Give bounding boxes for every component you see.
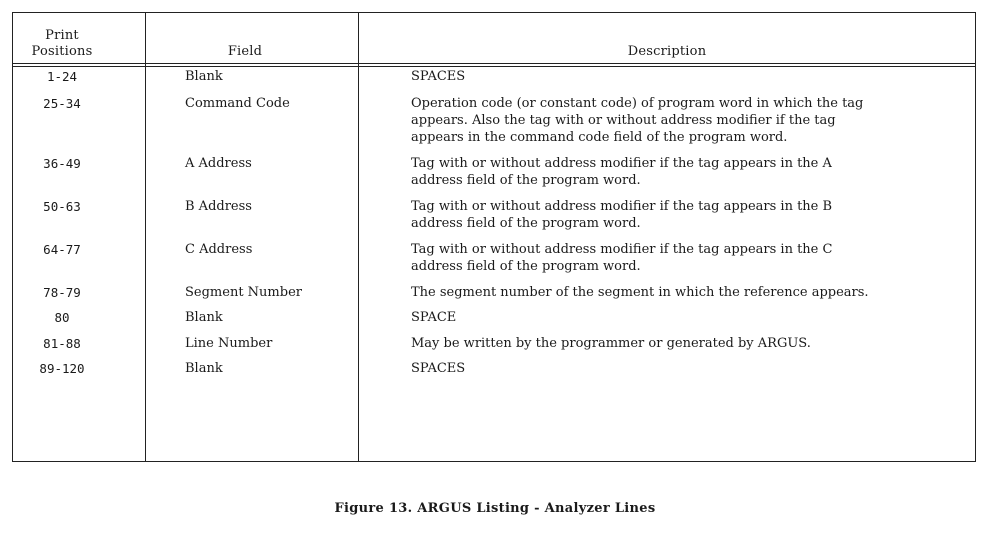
description-cell: Tag with or without address modifier if … xyxy=(411,242,833,274)
print-positions-cell: 50-63 xyxy=(43,199,81,214)
description-cell: The segment number of the segment in whi… xyxy=(411,285,869,300)
field-cell: Line Number xyxy=(185,336,273,351)
header-rule xyxy=(12,63,976,64)
figure-caption: Figure 13. ARGUS Listing - Analyzer Line… xyxy=(334,501,656,516)
column-divider-2 xyxy=(358,12,359,462)
print-positions-cell: 36-49 xyxy=(43,156,81,171)
header-rule-double xyxy=(12,66,976,67)
header-print-positions: Print Positions xyxy=(31,28,93,59)
description-cell: Tag with or without address modifier if … xyxy=(411,199,833,231)
field-cell: Command Code xyxy=(185,96,290,111)
header-description: Description xyxy=(627,44,707,59)
header-field: Field xyxy=(227,44,263,59)
field-cell: A Address xyxy=(185,156,252,171)
field-cell: Blank xyxy=(185,69,223,84)
field-cell: C Address xyxy=(185,242,253,257)
description-cell: Operation code (or constant code) of pro… xyxy=(411,96,864,145)
print-positions-cell: 1-24 xyxy=(46,69,78,84)
print-positions-cell: 64-77 xyxy=(43,242,81,257)
field-cell: Blank xyxy=(185,310,223,325)
print-positions-cell: 78-79 xyxy=(43,285,81,300)
description-cell: SPACE xyxy=(411,310,457,325)
print-positions-cell: 89-120 xyxy=(39,361,85,376)
description-cell: May be written by the programmer or gene… xyxy=(411,336,811,351)
print-positions-cell: 25-34 xyxy=(43,96,81,111)
description-cell: SPACES xyxy=(411,361,466,376)
print-positions-cell: 81-88 xyxy=(43,336,81,351)
print-positions-cell: 80 xyxy=(54,310,70,325)
field-cell: B Address xyxy=(185,199,252,214)
table-frame xyxy=(12,12,976,462)
column-divider-1 xyxy=(145,12,146,462)
field-cell: Blank xyxy=(185,361,223,376)
description-cell: Tag with or without address modifier if … xyxy=(411,156,832,188)
description-cell: SPACES xyxy=(411,69,466,84)
field-cell: Segment Number xyxy=(185,285,302,300)
